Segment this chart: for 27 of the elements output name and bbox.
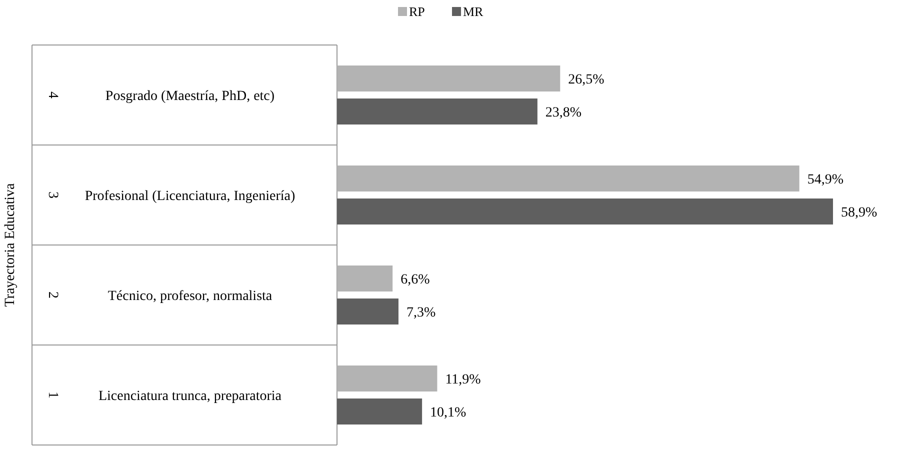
y-tick-label: Técnico, profesor, normalista: [108, 289, 273, 304]
data-label: 6,6%: [400, 272, 430, 288]
data-label: 10,1%: [430, 406, 467, 420]
data-label: 54,9%: [807, 172, 844, 188]
bar: [337, 66, 560, 92]
bar: [337, 398, 422, 424]
bar: [337, 98, 538, 124]
data-label: 7,3%: [406, 306, 436, 320]
legend-label: RP: [409, 4, 425, 19]
text: 4: [45, 92, 60, 98]
bar: [337, 198, 833, 224]
y-tick-label: Profesional (Licenciatura, Ingeniería): [84, 189, 296, 204]
text: 1: [45, 392, 60, 398]
legend-label: MR: [463, 4, 484, 19]
data-label: 26,5%: [568, 72, 605, 88]
data-label: 11,9%: [445, 372, 482, 388]
bar: [337, 166, 800, 192]
bar: [337, 266, 393, 292]
bar: [337, 298, 398, 324]
text: 2: [45, 292, 60, 298]
y-tick-label: Licenciatura trunca, preparatoria: [98, 389, 282, 404]
y-tick-label: Posgrado (Maestría, PhD, etc): [105, 89, 275, 104]
bar: [337, 366, 438, 392]
text: 3: [45, 192, 60, 198]
y-axis-title: Trayectoria Educativa: [3, 182, 18, 307]
data-label: 58,9%: [841, 206, 878, 220]
data-label: 23,8%: [545, 106, 582, 120]
